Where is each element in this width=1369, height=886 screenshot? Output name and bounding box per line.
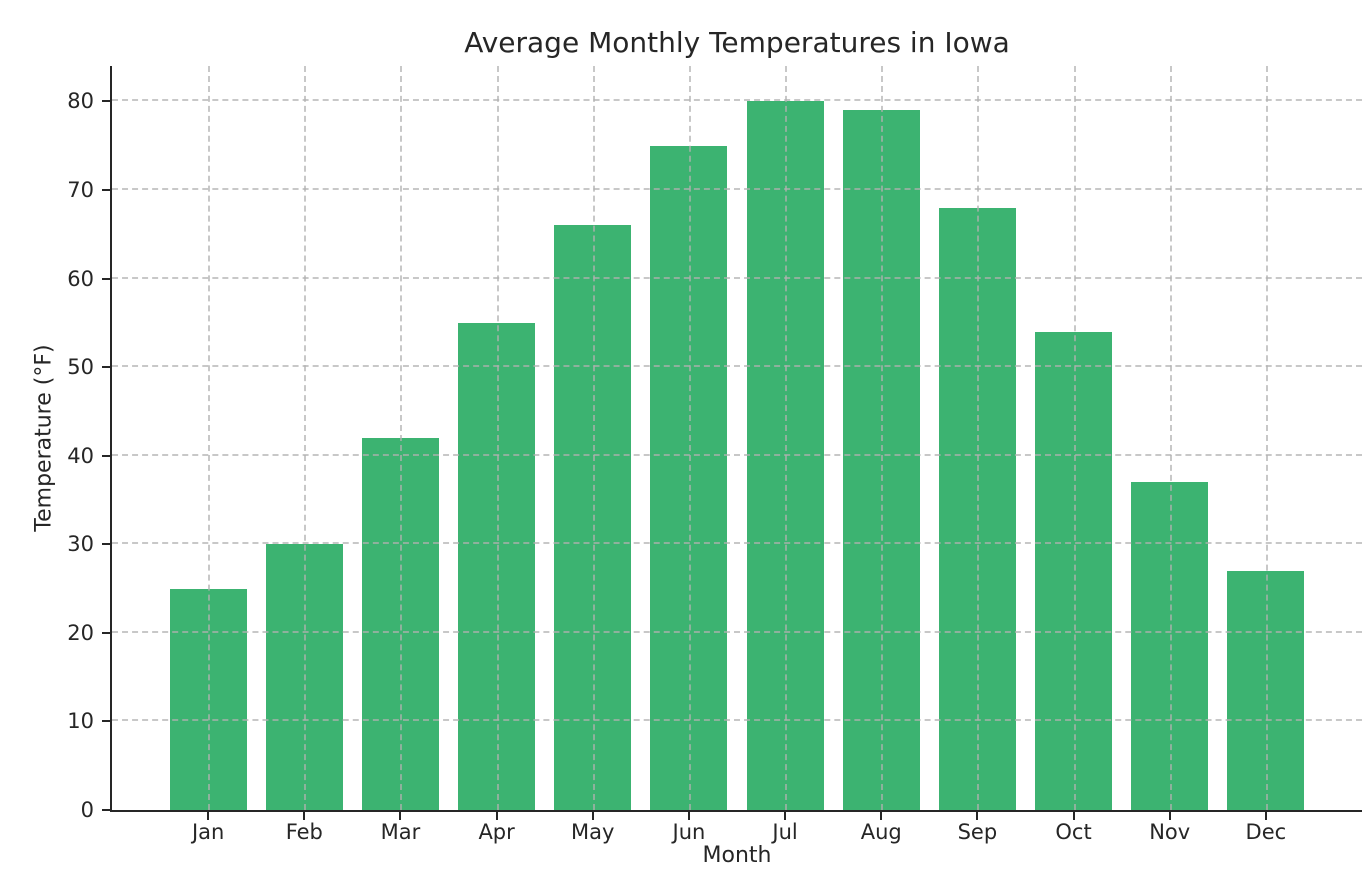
x-tick-label: Mar: [380, 820, 421, 844]
y-tick-mark: [102, 277, 110, 280]
x-tick-mark: [399, 812, 402, 820]
x-tick-label: Apr: [478, 820, 515, 844]
x-tick-label: Nov: [1149, 820, 1191, 844]
bar: [1131, 482, 1209, 810]
y-tick-label: 50: [67, 355, 94, 380]
horizontal-gridline: [112, 542, 1362, 545]
y-tick-label: 10: [67, 709, 94, 734]
y-tick-mark: [102, 631, 110, 634]
chart-title: Average Monthly Temperatures in Iowa: [464, 26, 1010, 59]
x-tick-label: Jun: [672, 820, 706, 844]
y-tick-label: 20: [67, 620, 94, 645]
x-tick-mark: [495, 812, 498, 820]
x-tick-mark: [976, 812, 979, 820]
vertical-gridline: [1169, 66, 1172, 810]
horizontal-gridline: [112, 453, 1362, 456]
y-axis: 0 10 20 30 40 50 60 70 80: [0, 66, 110, 822]
y-tick-label: 80: [67, 89, 94, 114]
vertical-gridline: [1265, 66, 1268, 810]
vertical-gridline: [785, 66, 788, 810]
horizontal-gridline: [112, 99, 1362, 102]
x-tick-label: Jul: [772, 820, 798, 844]
horizontal-gridline: [112, 630, 1362, 633]
vertical-gridline: [304, 66, 307, 810]
horizontal-gridline: [112, 719, 1362, 722]
vertical-gridline: [688, 66, 691, 810]
x-tick-mark: [207, 812, 210, 820]
x-tick-label: Sep: [957, 820, 998, 844]
horizontal-gridline: [112, 188, 1362, 190]
y-tick-mark: [102, 720, 110, 723]
x-tick-label: May: [571, 820, 615, 844]
x-tick-mark: [1264, 812, 1267, 820]
x-axis-label: Month: [702, 843, 772, 868]
x-axis: Jan Feb Mar Apr May Jun Jul Aug Sep Oct Nov Dec: [112, 812, 1362, 886]
x-tick-label: Jan: [191, 820, 225, 844]
y-tick-label: 40: [67, 443, 94, 468]
bar: [650, 145, 728, 810]
bar: [1035, 331, 1112, 810]
horizontal-gridline: [112, 365, 1362, 368]
y-tick-label: 60: [67, 266, 94, 291]
x-tick-label: Dec: [1245, 820, 1287, 844]
vertical-gridline: [592, 66, 595, 810]
y-tick-label: 0: [80, 798, 94, 822]
x-tick-mark: [1072, 812, 1075, 820]
y-tick-label: 30: [67, 532, 94, 557]
y-tick-mark: [102, 100, 110, 103]
y-tick-mark: [102, 454, 110, 457]
bar: [554, 225, 632, 810]
y-tick-mark: [102, 543, 110, 546]
vertical-gridline: [1073, 66, 1076, 810]
bar: [458, 322, 536, 810]
y-tick-mark: [102, 189, 110, 191]
x-tick-label: Oct: [1055, 820, 1092, 844]
horizontal-gridline: [112, 276, 1362, 279]
x-tick-mark: [880, 812, 883, 820]
vertical-gridline: [400, 66, 403, 810]
x-tick-mark: [1168, 812, 1171, 820]
x-tick-mark: [591, 812, 594, 820]
x-tick-mark: [687, 812, 690, 820]
y-tick-mark: [102, 366, 110, 369]
x-tick-label: Feb: [285, 820, 323, 844]
vertical-gridline: [881, 66, 884, 810]
x-tick-label: Aug: [860, 820, 902, 844]
x-tick-mark: [784, 812, 787, 820]
vertical-gridline: [496, 66, 499, 810]
y-tick-mark: [102, 809, 110, 811]
bar: [1227, 570, 1305, 810]
x-tick-mark: [303, 812, 306, 820]
vertical-gridline: [208, 66, 211, 810]
plot-area: [110, 66, 1362, 812]
vertical-gridline: [977, 66, 980, 810]
y-tick-label: 70: [67, 178, 94, 202]
